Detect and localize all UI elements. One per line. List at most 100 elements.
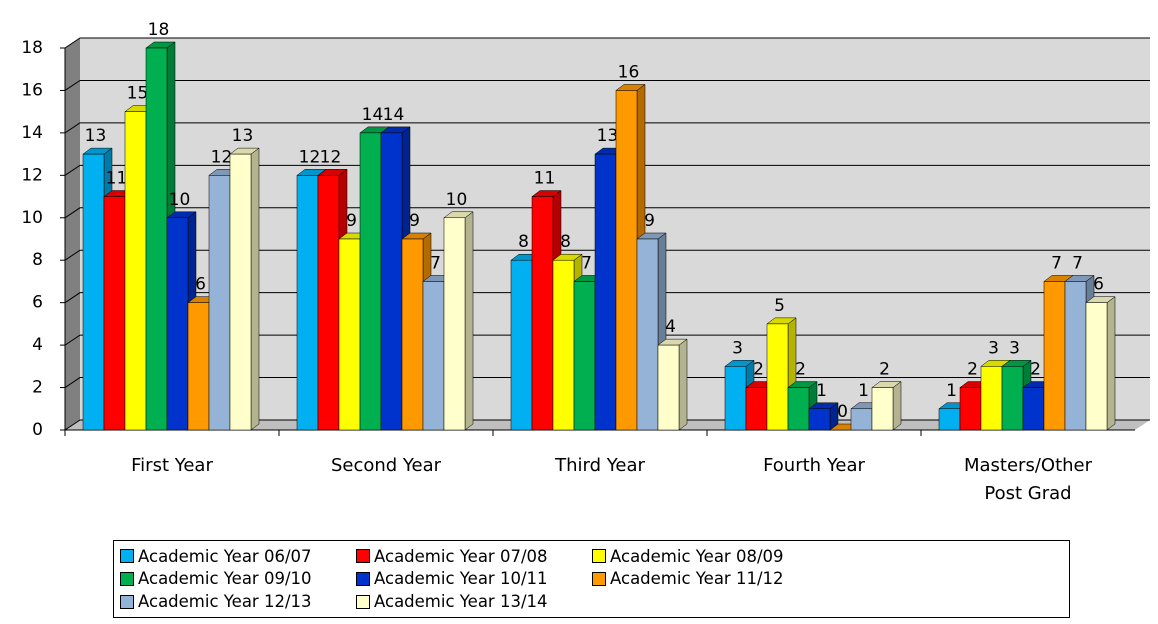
data-label: 1 (816, 381, 827, 401)
y-tick-label: 12 (21, 165, 43, 185)
bar-front (380, 132, 403, 431)
data-label: 3 (988, 338, 999, 358)
bar-front (871, 387, 894, 431)
data-label: 13 (597, 126, 619, 146)
bar-front (359, 132, 382, 431)
y-tick-label: 2 (32, 378, 43, 398)
grid-line (64, 292, 1150, 304)
legend-item: Academic Year 13/14 (356, 592, 592, 611)
grid-line (64, 207, 1150, 219)
legend-swatch (120, 549, 134, 564)
bar-front (959, 387, 982, 431)
bar-side (464, 211, 474, 431)
legend-label: Academic Year 09/10 (138, 569, 312, 589)
y-tick-label: 14 (21, 123, 43, 143)
bar-front (510, 259, 533, 431)
bar-front (103, 196, 126, 431)
y-tick-label: 16 (21, 80, 43, 100)
data-label: 1 (858, 381, 869, 401)
data-label: 3 (1009, 338, 1020, 358)
y-tick-label: 6 (32, 293, 43, 313)
data-label: 10 (169, 190, 191, 210)
legend-item: Academic Year 10/11 (356, 569, 592, 588)
bar-front (766, 323, 789, 431)
bar-front (401, 238, 424, 431)
legend-label: Academic Year 06/07 (138, 546, 312, 566)
bar-front (1085, 302, 1108, 431)
bar-front (208, 175, 231, 431)
bar-front (338, 238, 361, 431)
bar (657, 338, 688, 431)
bar-side (1106, 296, 1116, 431)
bar (871, 381, 902, 431)
bar-front (573, 281, 596, 431)
bar-front (1001, 366, 1024, 431)
bar-front (636, 238, 659, 431)
data-label: 9 (409, 211, 420, 231)
data-label: 7 (1072, 253, 1083, 273)
legend-item: Academic Year 07/08 (356, 547, 592, 566)
y-tick-label: 4 (32, 335, 43, 355)
bar-front (657, 344, 680, 431)
bar (808, 402, 839, 431)
bar-front (938, 408, 961, 431)
bar-front (980, 366, 1003, 431)
legend-label: Academic Year 08/09 (610, 546, 784, 566)
data-label: 11 (106, 169, 128, 189)
data-label: 0 (837, 402, 848, 422)
data-label: 13 (232, 126, 254, 146)
data-label: 9 (644, 211, 655, 231)
legend-item: Academic Year 11/12 (592, 569, 828, 588)
x-tick-label: First Year (131, 455, 213, 476)
bar-front (787, 387, 810, 431)
data-label: 16 (618, 62, 640, 82)
data-label: 1 (946, 381, 957, 401)
data-label: 2 (967, 360, 978, 380)
data-label: 2 (795, 360, 806, 380)
grid-line (64, 164, 1150, 176)
bar (1085, 296, 1116, 431)
legend-swatch (356, 571, 370, 586)
legend: Academic Year 06/07 Academic Year 07/08 Ac… (113, 540, 1070, 618)
data-label: 14 (362, 105, 384, 125)
bar-front (1064, 281, 1087, 431)
bar-front (594, 153, 617, 431)
legend-swatch (120, 594, 134, 609)
bar-front (531, 196, 554, 431)
data-label: 14 (383, 105, 405, 125)
legend-item: Academic Year 08/09 (592, 547, 828, 566)
data-label: 10 (446, 190, 468, 210)
bar-front (443, 217, 466, 431)
bar-side (678, 338, 688, 431)
bar-front (296, 175, 319, 431)
bar-front (166, 217, 189, 431)
data-label: 6 (195, 275, 206, 295)
data-label: 2 (879, 360, 890, 380)
data-label: 2 (753, 360, 764, 380)
bar (229, 147, 260, 431)
data-label: 8 (518, 232, 529, 252)
grid-line (64, 249, 1150, 261)
x-tick-label: Masters/Other Post Grad (963, 455, 1093, 504)
bar-side (892, 381, 902, 431)
legend-swatch (356, 549, 370, 564)
data-label: 6 (1093, 275, 1104, 295)
grid-line (64, 79, 1150, 91)
data-label: 12 (320, 147, 342, 167)
bar-front (187, 302, 210, 431)
bar-front (317, 175, 340, 431)
data-label: 12 (211, 147, 233, 167)
bar-front (1043, 281, 1066, 431)
x-tick-label: Third Year (555, 455, 645, 476)
data-label: 3 (732, 338, 743, 358)
legend-label: Academic Year 12/13 (138, 592, 312, 612)
legend-swatch (356, 594, 370, 609)
x-tick-label: Fourth Year (763, 455, 865, 476)
data-label: 13 (85, 126, 107, 146)
y-tick-label: 8 (32, 250, 43, 270)
data-label: 12 (299, 147, 321, 167)
bar-front (1022, 387, 1045, 431)
legend-label: Academic Year 13/14 (374, 592, 548, 612)
